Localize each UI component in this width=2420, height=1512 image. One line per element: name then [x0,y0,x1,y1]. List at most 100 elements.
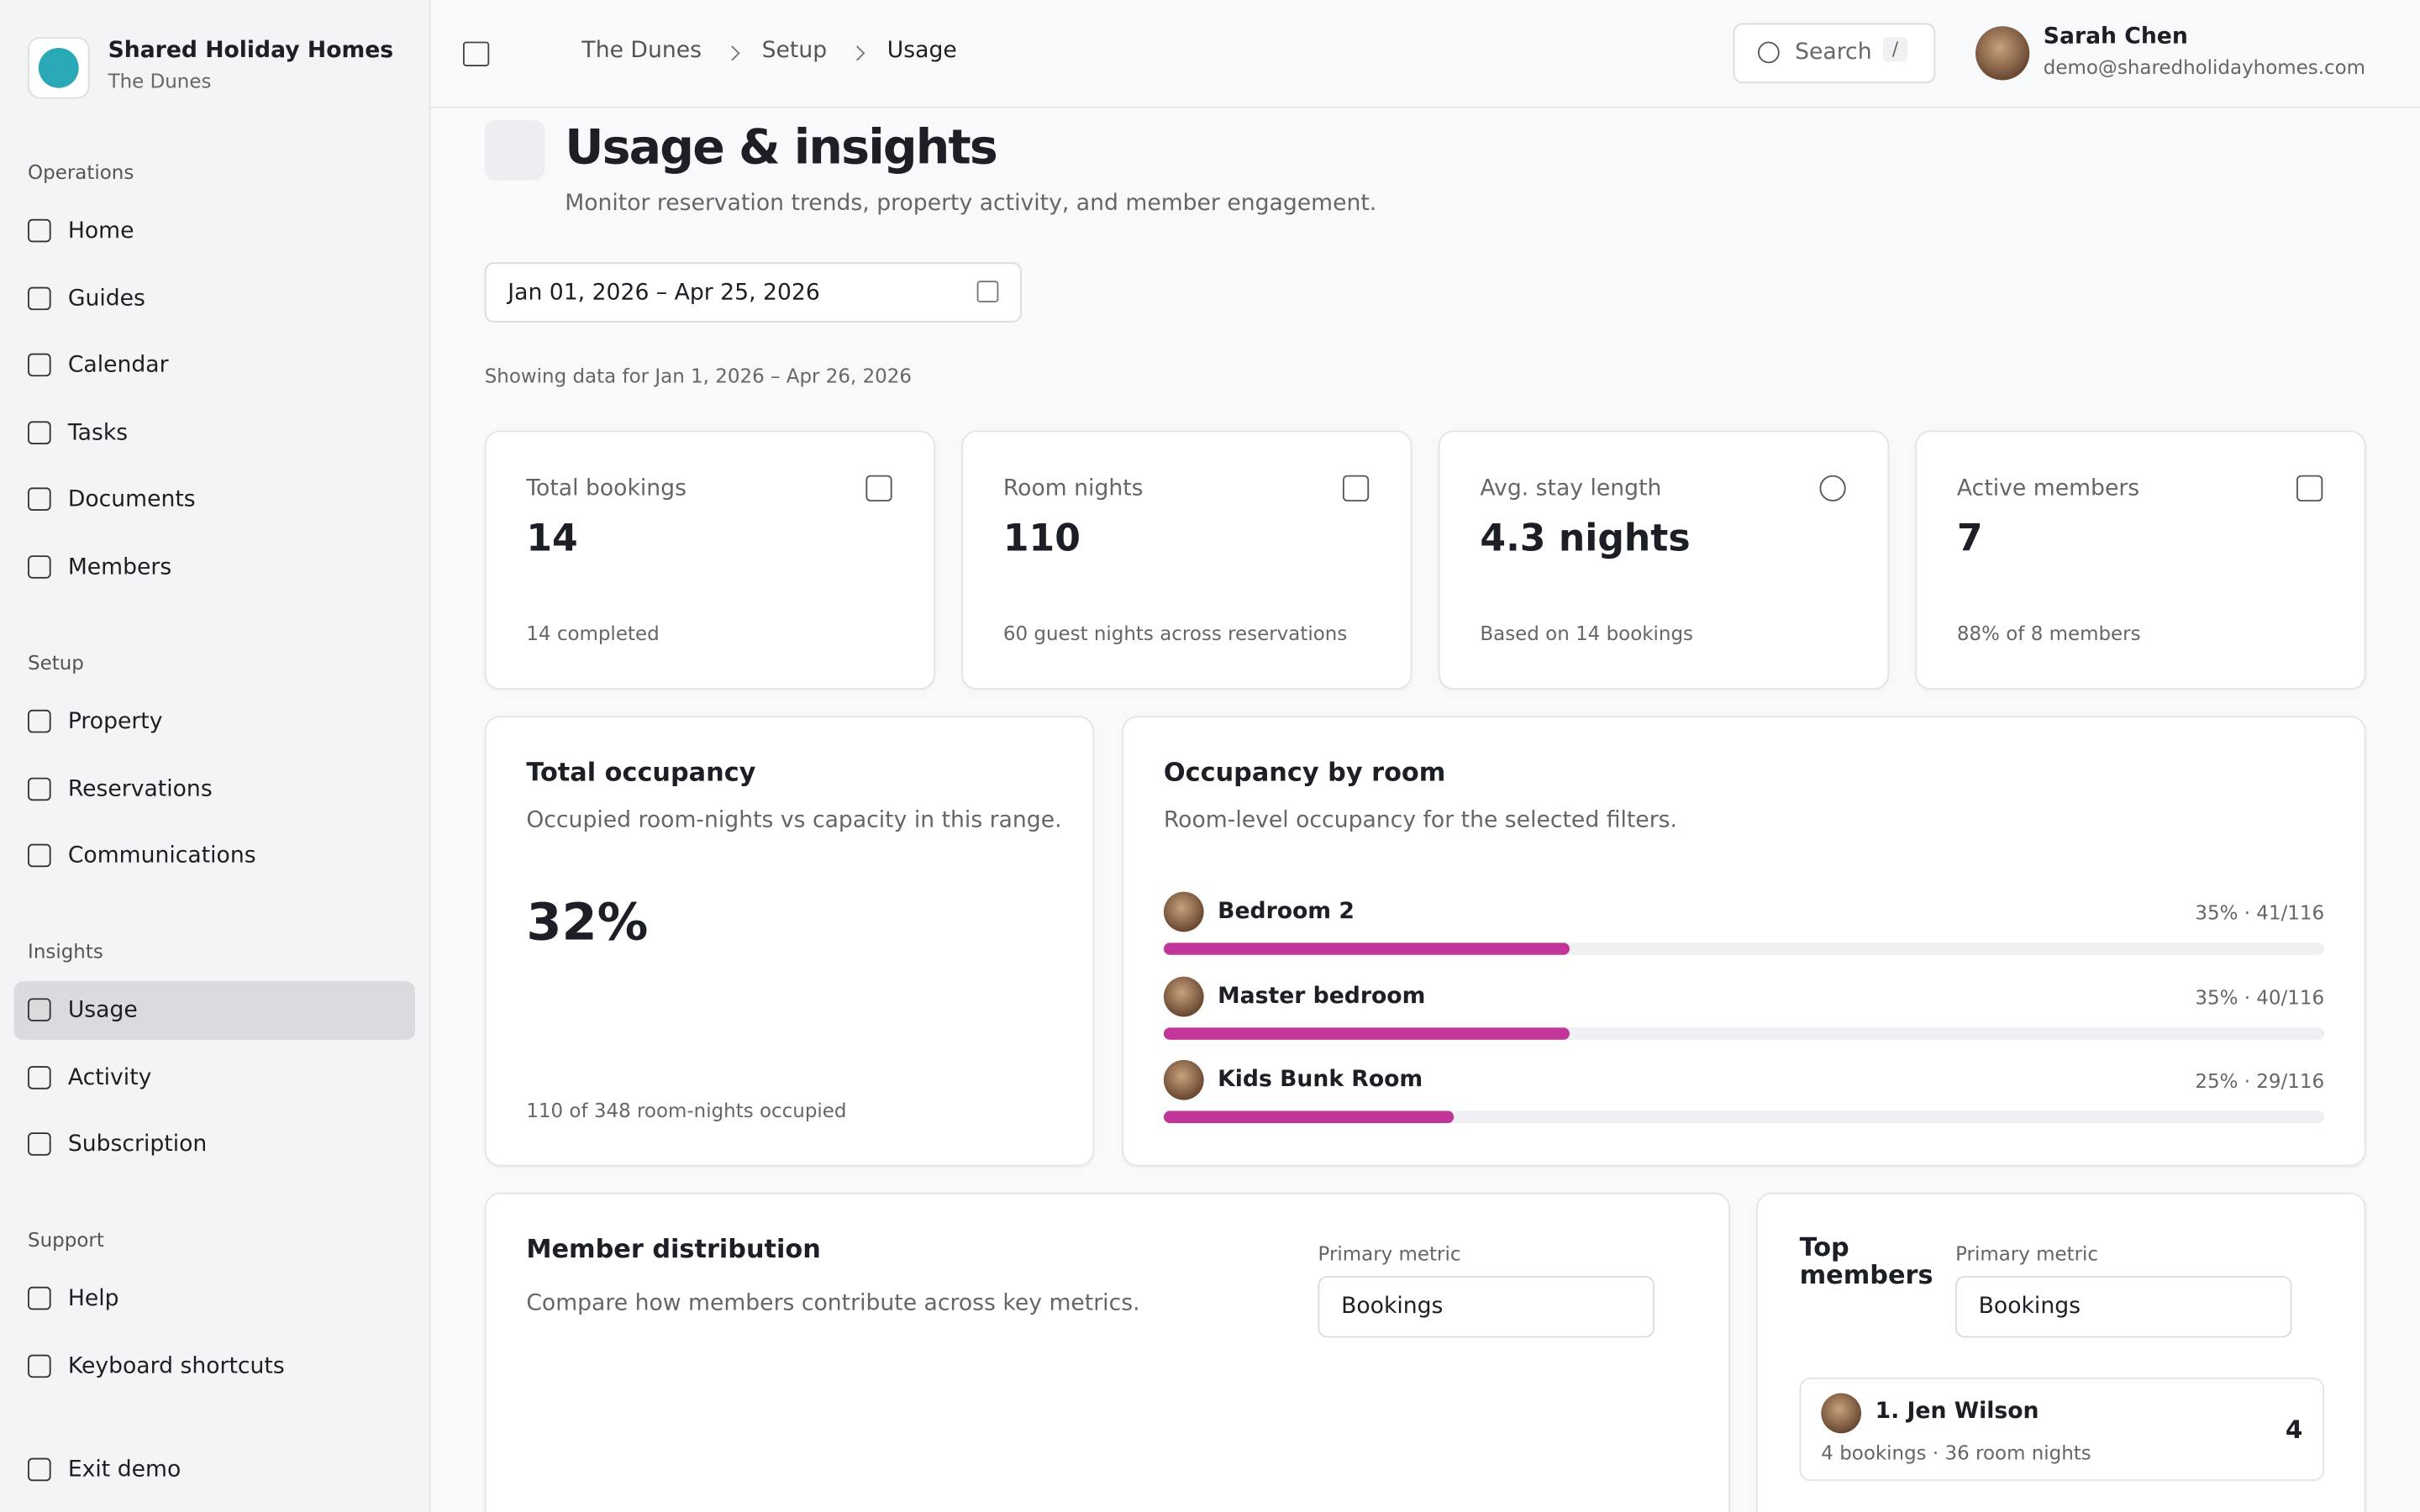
nav-item[interactable]: Documents [14,471,416,530]
member-row[interactable]: 1. Jen Wilson 4 bookings · 36 room nights… [1799,1378,2325,1482]
nav-item[interactable]: Subscription [14,1116,416,1174]
nav-label: Activity [67,1065,152,1090]
nav-label: Guides [67,286,145,312]
tm-metric-label: Primary metric [1955,1242,2099,1266]
md-subtitle: Compare how members contribute across ke… [526,1291,1140,1316]
occupancy-subtitle: Occupied room-nights vs capacity in this… [526,808,1062,833]
sidebar-toggle[interactable] [463,41,490,66]
room-bar-track [1163,1026,2325,1040]
md-title: Member distribution [526,1234,821,1264]
stat-value: 14 [526,517,578,560]
nav-item[interactable]: Calendar [14,337,416,396]
breadcrumb-separator [849,45,865,61]
room-bar [1163,1026,1570,1040]
breadcrumb[interactable]: Setup [761,38,828,64]
room-bar [1163,942,1570,955]
nav-item[interactable]: Members [14,538,416,597]
rooms-title: Occupancy by room [1163,757,1446,787]
nav-icon [28,218,51,243]
stat-icon [1819,475,1846,501]
user-email: demo@sharedholidayhomes.com [2043,55,2366,79]
room-label: 35% · 41/116 [2195,900,2325,925]
stat-note: Based on 14 bookings [1480,622,1694,645]
nav-icon [28,353,51,377]
nav-label: Reservations [67,776,213,802]
search-key: / [1882,37,1908,62]
user-name: Sarah Chen [2043,24,2188,50]
md-metric: Bookings [1341,1294,1444,1320]
stat-label: Avg. stay length [1480,476,1662,501]
rooms-subtitle: Room-level occupancy for the selected fi… [1163,808,1678,833]
stat-card: Room nights 110 60 guest nights across res… [961,430,1413,690]
date-range[interactable]: Jan 01, 2026 – Apr 25, 2026 [484,262,1022,323]
nav-item[interactable]: Home [14,202,416,261]
page-title: Usage & insights [565,120,998,176]
nav-item[interactable]: Tasks [14,404,416,463]
nav-icon [28,776,51,801]
date-range-text: Jan 01, 2026 – Apr 25, 2026 [508,280,820,305]
nav-section-title: Operations [28,160,134,184]
showing-text: Showing data for Jan 1, 2026 – Apr 26, 2… [484,364,913,388]
nav-item[interactable]: Keyboard shortcuts [14,1337,416,1396]
page-icon [484,120,545,181]
org-logo [28,37,90,99]
stat-label: Active members [1956,476,2140,501]
search-label: Search [1795,39,1872,66]
nav-item[interactable]: Usage [13,981,416,1040]
nav-item[interactable]: Guides [14,270,416,328]
room-name: Bedroom 2 [1218,899,1355,925]
room-avatar [1163,1060,1204,1100]
nav-label: Property [67,709,163,735]
user-avatar[interactable] [1975,26,2030,81]
nav-label: Usage [67,998,138,1023]
stat-value: 110 [1002,517,1081,560]
nav-section-title: Setup [28,651,84,675]
stat-icon [865,475,892,501]
nav-item[interactable]: Reservations [14,760,416,819]
nav-label: Help [67,1286,119,1312]
room-avatar [1163,891,1204,932]
exit-demo[interactable]: Exit demo [14,1441,416,1499]
rooms-card: Occupancy by room Room-level occupancy f… [1122,716,2366,1167]
search[interactable]: Search / [1733,23,1936,84]
nav-icon [28,1286,51,1310]
tm-metric-select[interactable]: Bookings [1955,1275,2292,1338]
stat-note: 60 guest nights across reservations [1002,622,1348,645]
room-bar [1163,1110,1455,1124]
nav-icon [28,998,51,1021]
stat-card: Total bookings 14 14 completed [484,430,936,690]
md-metric-select[interactable]: Bookings [1318,1275,1655,1338]
org-name: Shared Holiday Homes [108,38,394,64]
stat-icon [1342,475,1370,501]
stat-label: Total bookings [526,476,687,501]
room-name: Kids Bunk Room [1218,1068,1423,1093]
occupancy-note: 110 of 348 room-nights occupied [526,1098,847,1122]
nav-item[interactable]: Help [14,1270,416,1329]
header: The Dunes Setup Usage Search / Sarah Chen … [430,0,2420,108]
member-distribution-card: Member distribution Compare how members … [484,1192,1730,1512]
stat-value: 4.3 nights [1480,517,1691,560]
md-metric-label: Primary metric [1318,1242,1461,1266]
occupancy-value: 32% [526,891,649,953]
nav-item[interactable]: Communications [14,827,416,886]
nav-icon [28,555,51,579]
nav-label: Keyboard shortcuts [67,1353,285,1379]
nav-section-title: Support [28,1228,104,1252]
nav-icon [28,844,51,868]
breadcrumbs: The Dunes Setup Usage [581,39,956,63]
tm-title: Top members [1799,1232,1933,1290]
nav-item[interactable]: Property [14,693,416,752]
stat-card: Active members 7 88% of 8 members [1915,430,2366,690]
room-bar-track [1163,942,2325,955]
breadcrumb[interactable]: Usage [886,38,957,64]
occupancy-card: Total occupancy Occupied room-nights vs … [484,716,1095,1167]
nav-label: Home [67,218,134,244]
nav-item[interactable]: Activity [14,1048,416,1107]
room-label: 35% · 40/116 [2195,984,2325,1009]
stat-icon [2296,475,2323,501]
breadcrumb[interactable]: The Dunes [581,38,702,64]
nav-label: Communications [67,844,256,869]
nav-label: Tasks [67,421,129,446]
exit-label: Exit demo [67,1457,182,1483]
stat-label: Room nights [1002,476,1144,501]
